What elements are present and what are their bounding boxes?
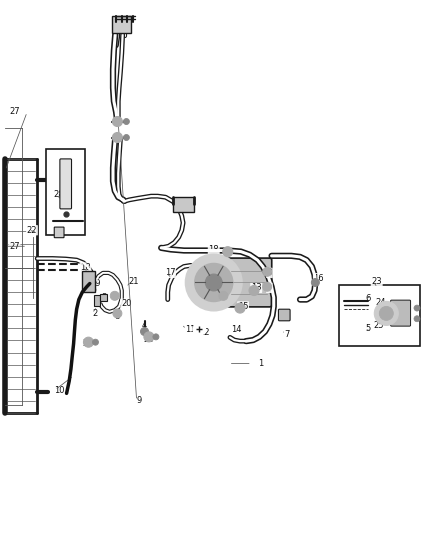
Text: 25: 25 <box>374 321 384 329</box>
Circle shape <box>219 292 228 300</box>
Circle shape <box>379 306 393 320</box>
Text: 10: 10 <box>54 386 64 394</box>
Circle shape <box>311 278 319 287</box>
FancyBboxPatch shape <box>54 227 64 238</box>
Text: 8: 8 <box>112 293 117 302</box>
Circle shape <box>84 337 93 347</box>
Circle shape <box>193 324 205 335</box>
Circle shape <box>124 118 129 125</box>
FancyBboxPatch shape <box>279 309 290 321</box>
Text: 5: 5 <box>365 325 371 333</box>
Text: 15: 15 <box>238 302 248 311</box>
Text: 8: 8 <box>267 284 272 292</box>
Text: 3: 3 <box>102 293 107 302</box>
Circle shape <box>249 286 259 295</box>
Circle shape <box>263 282 272 291</box>
Text: 4: 4 <box>142 321 147 329</box>
Text: 6: 6 <box>365 294 371 303</box>
FancyBboxPatch shape <box>173 197 194 212</box>
Text: 18: 18 <box>80 263 91 272</box>
FancyBboxPatch shape <box>339 285 420 346</box>
Text: 20: 20 <box>121 300 131 308</box>
Circle shape <box>124 134 129 141</box>
Text: 1: 1 <box>258 359 263 368</box>
Circle shape <box>223 247 233 257</box>
Text: 7: 7 <box>284 330 290 339</box>
Text: 21: 21 <box>128 277 139 286</box>
Circle shape <box>235 303 245 313</box>
Circle shape <box>414 305 420 311</box>
Text: 9: 9 <box>137 397 142 405</box>
Circle shape <box>374 301 398 326</box>
FancyBboxPatch shape <box>391 300 410 326</box>
Text: 17: 17 <box>165 269 175 277</box>
Circle shape <box>205 274 222 291</box>
Text: 23: 23 <box>371 277 382 286</box>
FancyBboxPatch shape <box>82 271 95 292</box>
Circle shape <box>186 254 242 311</box>
Text: 8: 8 <box>115 312 120 320</box>
Text: 13: 13 <box>251 284 261 292</box>
Text: 18: 18 <box>208 245 219 254</box>
Text: 2: 2 <box>93 309 98 318</box>
FancyBboxPatch shape <box>60 159 71 209</box>
Circle shape <box>92 339 99 345</box>
Circle shape <box>113 117 122 126</box>
Text: 12: 12 <box>199 328 210 337</box>
Text: 8: 8 <box>221 293 226 302</box>
Text: 19: 19 <box>90 279 101 288</box>
Circle shape <box>110 292 119 300</box>
Text: 14: 14 <box>231 325 242 334</box>
Circle shape <box>263 268 272 276</box>
Text: 22: 22 <box>27 226 37 235</box>
Text: 28: 28 <box>54 190 64 199</box>
Circle shape <box>153 334 159 340</box>
FancyBboxPatch shape <box>112 16 131 33</box>
Text: 27: 27 <box>9 242 20 251</box>
Circle shape <box>195 263 233 302</box>
FancyBboxPatch shape <box>226 258 272 307</box>
FancyBboxPatch shape <box>100 294 107 301</box>
Circle shape <box>113 133 122 142</box>
Text: 26: 26 <box>144 335 154 344</box>
Text: 26: 26 <box>82 340 93 348</box>
Text: 11: 11 <box>185 325 196 334</box>
Text: 16: 16 <box>314 274 324 282</box>
Circle shape <box>141 327 148 336</box>
Circle shape <box>414 316 420 322</box>
Text: 27: 27 <box>9 108 20 116</box>
FancyBboxPatch shape <box>46 149 85 235</box>
Circle shape <box>144 332 154 342</box>
Text: 8: 8 <box>267 269 272 277</box>
Text: 24: 24 <box>376 298 386 307</box>
Circle shape <box>113 309 122 318</box>
FancyBboxPatch shape <box>94 295 100 306</box>
